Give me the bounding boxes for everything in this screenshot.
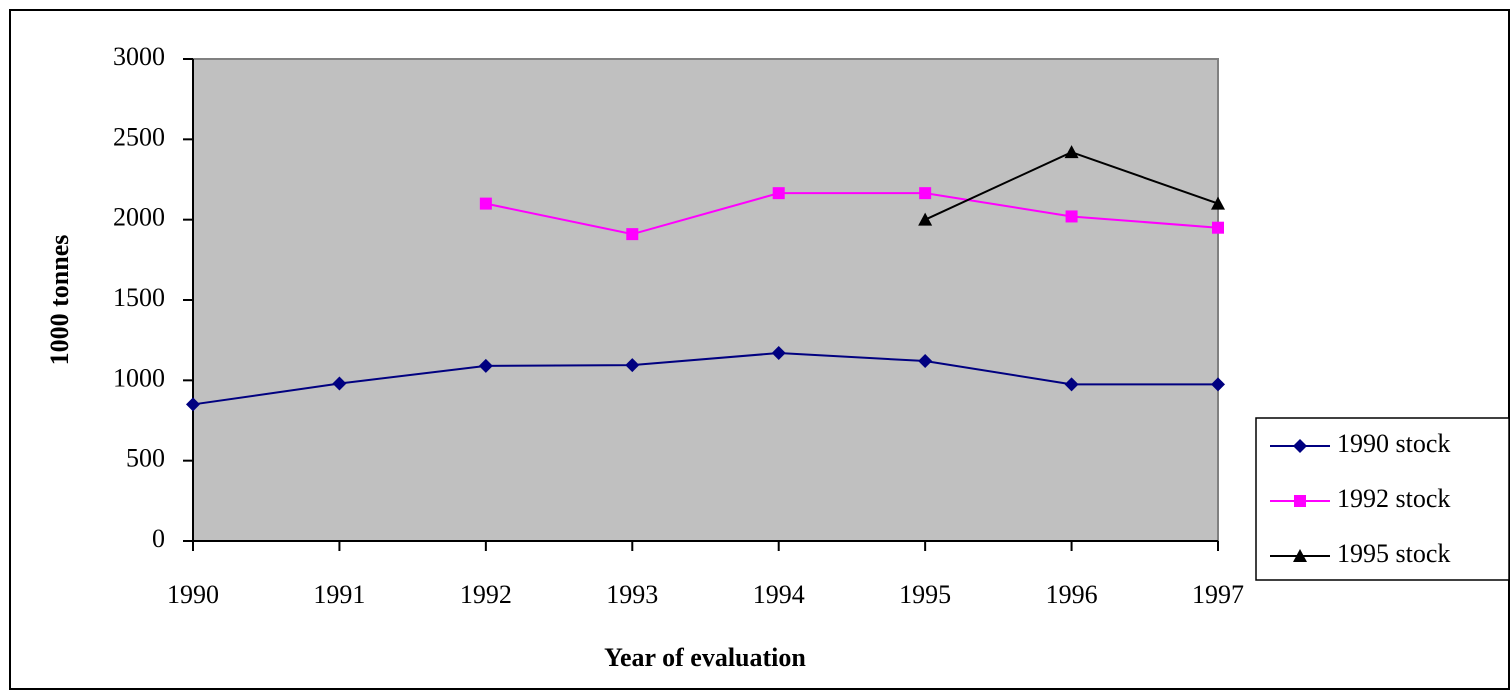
x-tick-label: 1990 [167,580,219,609]
marker [186,397,200,412]
marker [1211,377,1225,392]
x-tick-label: 1994 [753,580,805,609]
legend-label: 1992 stock [1337,484,1450,513]
legend-label: 1990 stock [1337,429,1450,458]
x-tick-label: 1991 [313,580,365,609]
marker [771,346,786,361]
legend-marker [1293,439,1307,453]
marker [1065,210,1078,223]
y-tick-label: 0 [152,524,165,553]
y-tick-label: 3000 [113,42,165,71]
marker [332,376,347,391]
marker [625,358,640,373]
marker [919,187,932,200]
series-line [485,192,1219,236]
marker [478,358,493,373]
legend-marker [1294,495,1306,507]
marker [918,354,933,369]
plot-area [192,58,1219,542]
x-tick-label: 1996 [1046,580,1098,609]
x-axis-label: Year of evaluation [604,643,806,672]
marker [918,212,933,226]
series-line [192,352,1218,406]
marker [626,228,639,241]
legend-label: 1995 stock [1337,539,1450,568]
y-tick-label: 2000 [113,203,165,232]
marker [479,197,492,210]
x-tick-label: 1992 [460,580,512,609]
y-tick-label: 500 [126,444,165,473]
y-tick-label: 1500 [113,283,165,312]
y-axis-label: 1000 tonnes [45,235,74,366]
x-tick-label: 1995 [899,580,951,609]
x-tick-label: 1993 [606,580,658,609]
marker [1212,221,1224,234]
marker [1064,145,1079,159]
marker [1064,377,1079,392]
y-tick-label: 1000 [113,363,165,392]
y-tick-label: 2500 [113,122,165,151]
legend-marker [1293,549,1307,562]
marker [1211,196,1225,210]
marker [772,187,785,200]
x-tick-label: 1997 [1192,580,1244,609]
